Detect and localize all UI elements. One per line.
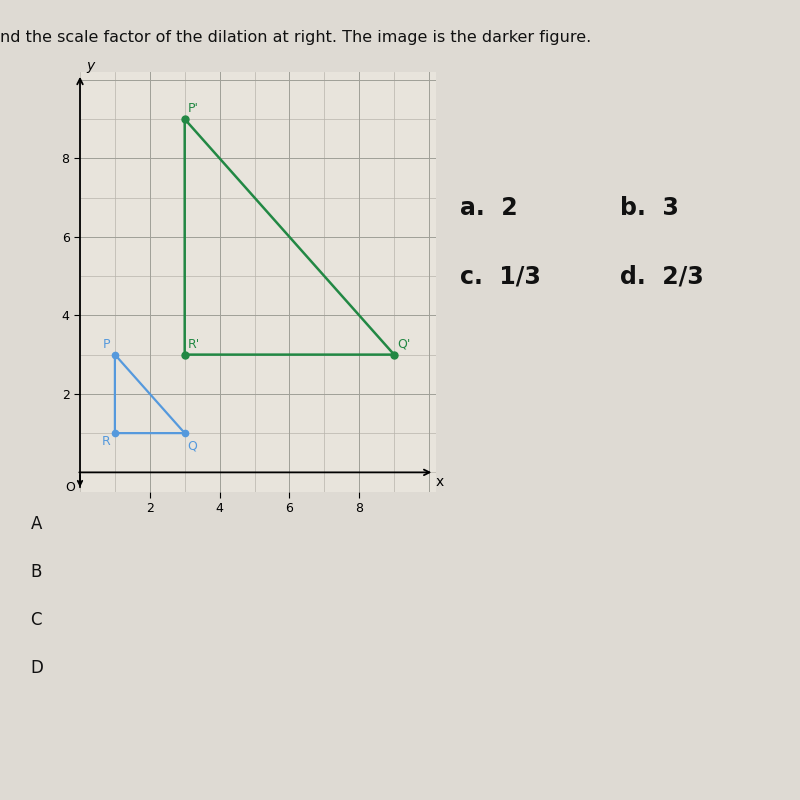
Text: P: P	[103, 338, 110, 350]
Text: nd the scale factor of the dilation at right. The image is the darker figure.: nd the scale factor of the dilation at r…	[0, 30, 591, 46]
Text: D: D	[30, 659, 43, 677]
Text: B: B	[30, 563, 42, 581]
Text: R: R	[102, 435, 110, 448]
Text: y: y	[86, 58, 94, 73]
Text: x: x	[435, 475, 443, 489]
Text: R': R'	[188, 338, 201, 350]
Text: A: A	[30, 515, 42, 533]
Text: d.  2/3: d. 2/3	[620, 264, 704, 288]
Text: C: C	[30, 611, 42, 629]
Text: c.  1/3: c. 1/3	[460, 264, 541, 288]
Text: a.  2: a. 2	[460, 196, 518, 220]
Text: Q: Q	[187, 439, 198, 452]
Text: P': P'	[188, 102, 199, 115]
Text: Q': Q'	[398, 338, 411, 350]
Text: b.  3: b. 3	[620, 196, 679, 220]
Text: O: O	[65, 481, 74, 494]
